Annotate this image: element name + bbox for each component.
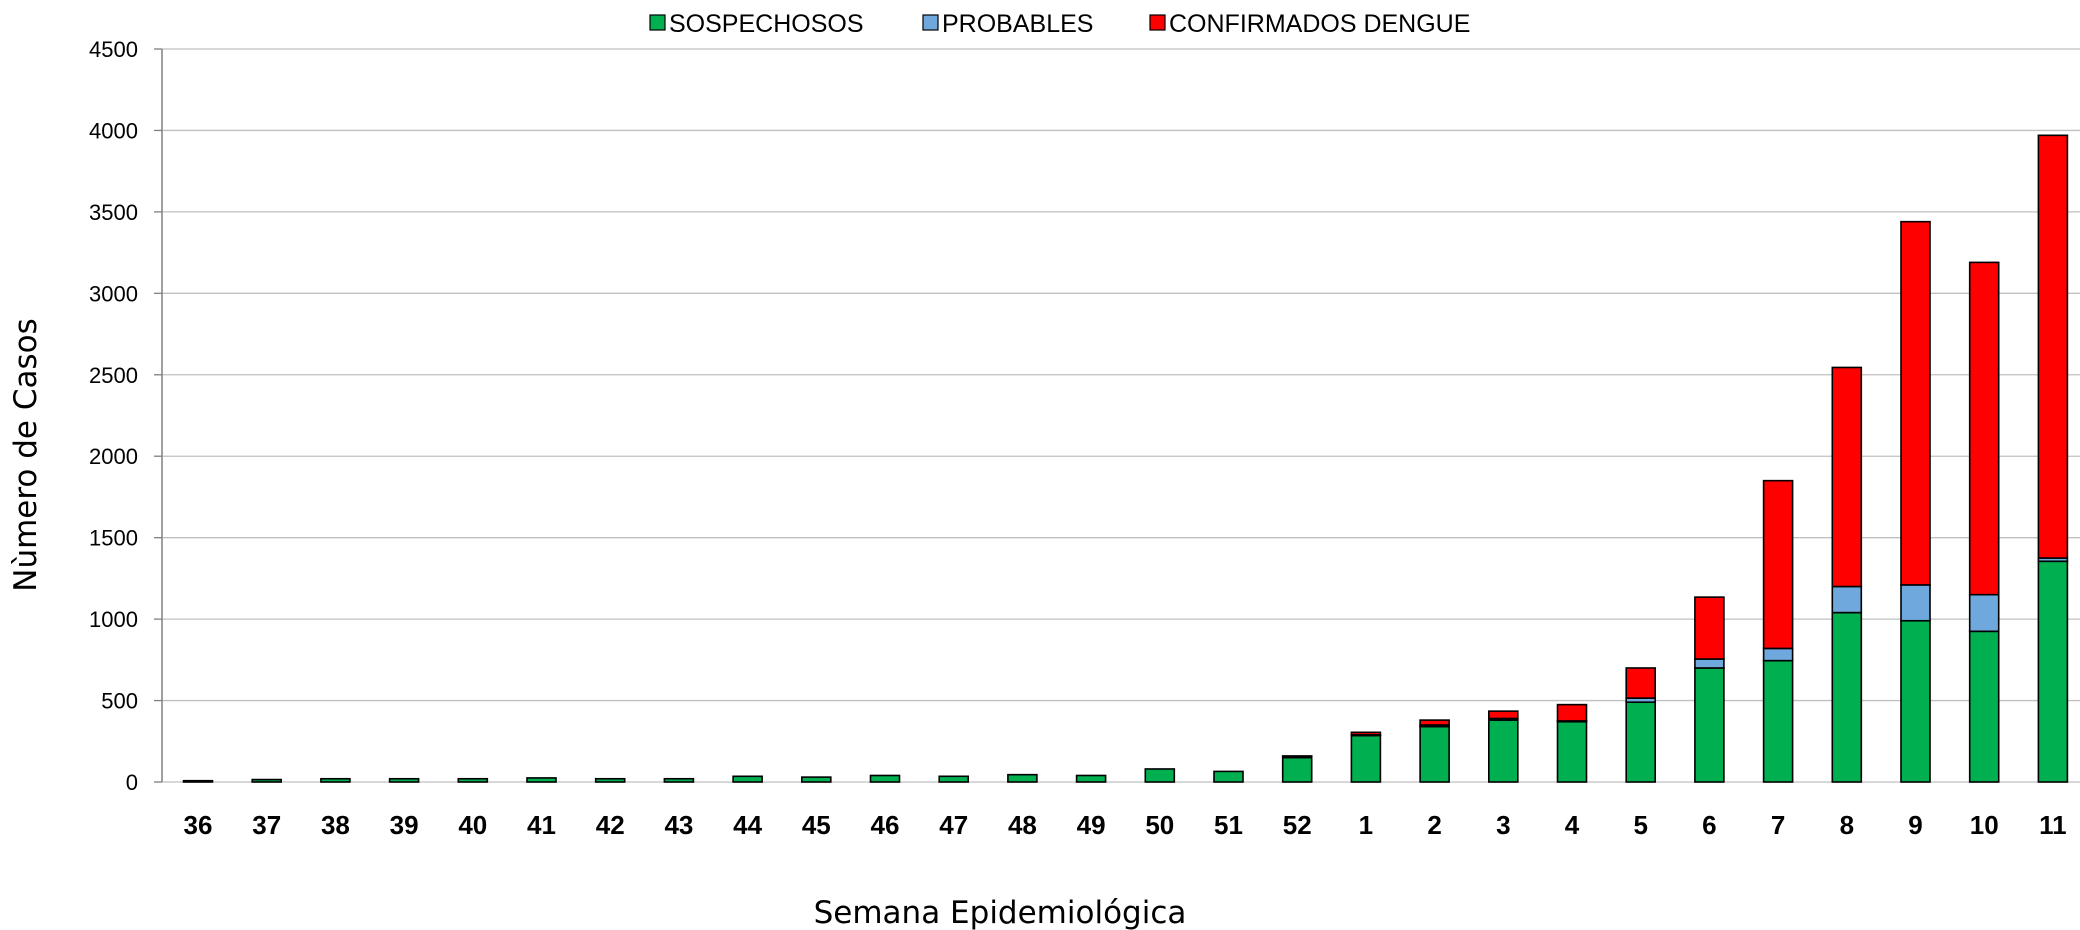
x-tick-label: 40: [458, 810, 487, 840]
bar-segment-sospechosos: [1968, 630, 2000, 783]
legend-swatch: [1149, 14, 1166, 31]
bar-segment-sospechosos: [1762, 659, 1794, 783]
x-tick-label: 46: [871, 810, 900, 840]
x-tick-label: 11: [2039, 810, 2067, 840]
bar-segment-confirmados-dengue: [1694, 596, 1725, 660]
bar-segment-sospechosos: [869, 774, 901, 783]
x-tick-label: 43: [664, 810, 693, 840]
bar-segment-sospechosos: [732, 775, 763, 783]
bar-segment-sospechosos: [1281, 756, 1313, 783]
legend-label: PROBABLES: [942, 10, 1093, 38]
x-tick-label: 44: [733, 810, 762, 840]
bar-segment-confirmados-dengue: [1556, 703, 1588, 722]
y-tick-label: 3500: [89, 200, 138, 225]
x-tick-label: 38: [321, 810, 350, 840]
y-tick-labels: 0 500 1000 1500 2000 2500 3000 3500 4000 4500: [89, 37, 138, 795]
bar-segment-probables: [1762, 647, 1794, 662]
bar-segment-confirmados-dengue: [1831, 366, 1863, 588]
bar-segment-sospechosos: [1007, 773, 1038, 783]
bars: [182, 134, 2069, 783]
bar-segment-sospechosos: [1900, 619, 1931, 783]
x-tick-label: 39: [390, 810, 419, 840]
bar-segment-probables: [1694, 658, 1725, 669]
bar-segment-sospechosos: [1075, 774, 1107, 783]
x-tick-label: 4: [1565, 810, 1580, 840]
bar-segment-sospechosos: [526, 777, 557, 783]
x-tick-label: 48: [1008, 810, 1037, 840]
x-axis-label: Semana Epidemiológica: [814, 895, 1187, 930]
bar-segment-sospechosos: [1213, 770, 1244, 783]
bar-segment-sospechosos: [320, 777, 351, 783]
y-tick-label: 2500: [89, 363, 138, 388]
x-tick-labels: 36 37 38 39 40 41 42 43 44 45 46 47 48 49 50 51 52 1 2 3 4 5 6…: [184, 810, 2067, 840]
x-tick-label: 3: [1496, 810, 1510, 840]
x-tick-label: 47: [939, 810, 968, 840]
bar-segment-confirmados-dengue: [1900, 220, 1931, 586]
bar-segment-sospechosos: [1488, 719, 1519, 783]
bar-segment-sospechosos: [251, 778, 282, 783]
y-tick-label: 3000: [89, 281, 138, 306]
x-tick-label: 49: [1077, 810, 1106, 840]
y-axis-label: Nùmero de Casos: [8, 318, 44, 592]
legend-swatch: [922, 14, 939, 31]
bar-segment-confirmados-dengue: [1762, 479, 1794, 650]
x-tick-label: 52: [1283, 810, 1312, 840]
bar-segment-confirmados-dengue: [1419, 719, 1450, 726]
legend-label: CONFIRMADOS DENGUE: [1169, 10, 1470, 38]
x-tick-label: 1: [1359, 810, 1373, 840]
y-tick-label: 2000: [89, 444, 138, 469]
bar-segment-confirmados-dengue: [1281, 755, 1313, 759]
bar-segment-confirmados-dengue: [2037, 134, 2069, 559]
legend-label: SOSPECHOSOS: [669, 10, 864, 38]
x-tick-label: 45: [802, 810, 831, 840]
bar-segment-confirmados-dengue: [1625, 667, 1656, 699]
bar-segment-sospechosos: [938, 775, 970, 783]
y-tick-label: 0: [126, 770, 138, 795]
bar-segment-sospechosos: [1831, 611, 1863, 783]
bar-segment-sospechosos: [1694, 667, 1725, 783]
bar-segment-probables: [1831, 585, 1863, 614]
x-tick-label: 7: [1771, 810, 1785, 840]
bar-segment-sospechosos: [1350, 734, 1382, 783]
x-tick-label: 42: [596, 810, 625, 840]
x-tick-label: 41: [527, 810, 556, 840]
bar-segment-sospechosos: [800, 776, 832, 783]
bar-segment-sospechosos: [1556, 720, 1588, 783]
x-tick-label: 10: [1970, 810, 1999, 840]
bar-segment-sospechosos: [1144, 768, 1176, 783]
x-tick-label: 36: [184, 810, 213, 840]
bar-segment-sospechosos: [1419, 725, 1450, 783]
bar-segment-confirmados-dengue: [1968, 261, 2000, 596]
y-tick-label: 500: [101, 689, 138, 714]
x-tick-label: 37: [252, 810, 281, 840]
bar-segment-sospechosos: [663, 777, 695, 783]
y-tick-label: 1500: [89, 526, 138, 551]
bar-segment-sospechosos: [594, 777, 626, 783]
x-tick-label: 9: [1908, 810, 1922, 840]
bar-segment-probables: [1900, 584, 1931, 622]
y-tick-label: 1000: [89, 607, 138, 632]
gridlines: [154, 48, 2080, 783]
x-tick-label: 2: [1427, 810, 1441, 840]
bar-segment-confirmados-dengue: [1488, 710, 1519, 720]
y-tick-label: 4500: [89, 37, 138, 62]
y-tick-label: 4000: [89, 118, 138, 143]
x-tick-label: 51: [1214, 810, 1243, 840]
bar-segment-probables: [1968, 593, 2000, 633]
bar-segment-sospechosos: [2037, 560, 2069, 783]
x-tick-label: 5: [1633, 810, 1647, 840]
bar-segment-sospechosos: [1625, 701, 1656, 783]
bar-segment-sospechosos: [182, 779, 214, 783]
bar-segment-sospechosos: [388, 777, 420, 783]
x-tick-label: 50: [1145, 810, 1174, 840]
x-tick-label: 6: [1702, 810, 1716, 840]
legend: SOSPECHOSOS PROBABLES CONFIRMADOS DENGUE: [649, 10, 1470, 38]
bar-segment-sospechosos: [457, 777, 489, 783]
legend-swatch: [649, 14, 666, 31]
bar-segment-confirmados-dengue: [1350, 731, 1382, 736]
x-tick-label: 8: [1840, 810, 1854, 840]
